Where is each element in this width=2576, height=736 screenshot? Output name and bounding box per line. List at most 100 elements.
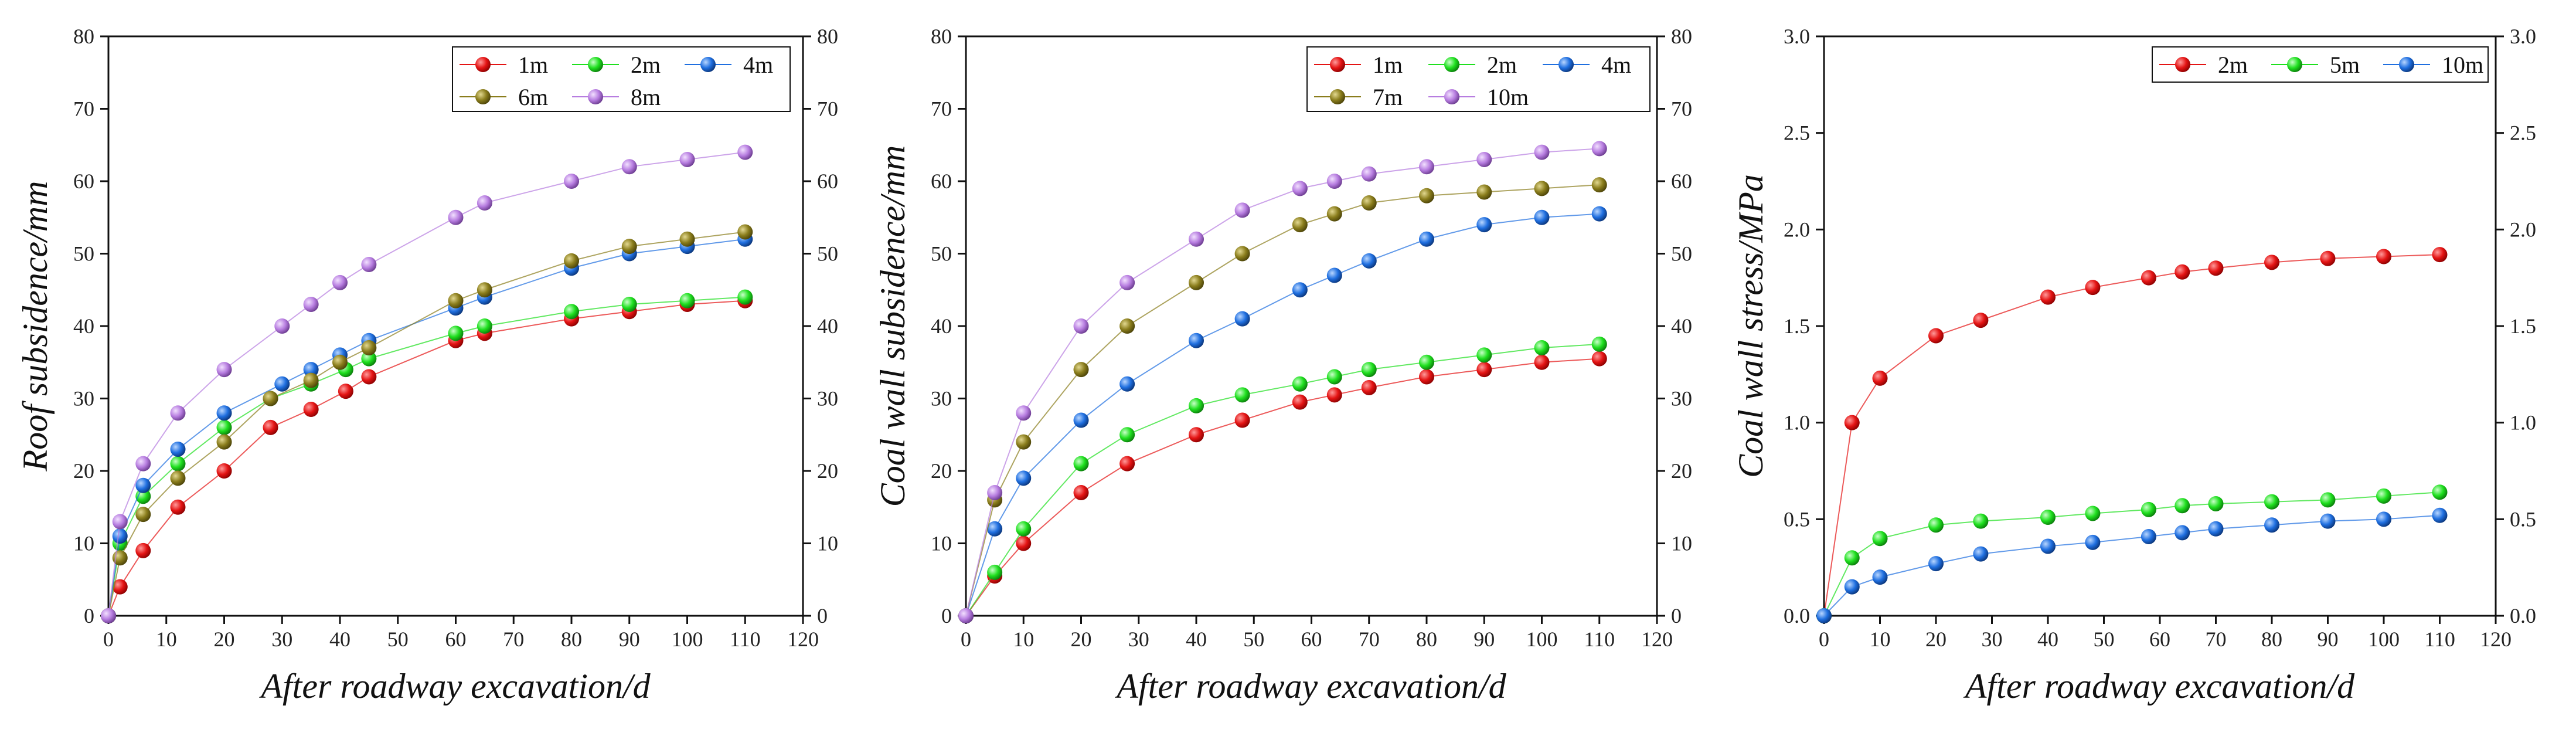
data-point [679,151,695,167]
data-point [135,477,151,493]
data-point [1476,347,1492,363]
data-point [477,195,492,211]
data-point [1119,318,1135,334]
x-tick-label: 20 [214,628,235,651]
data-point [1119,427,1135,443]
data-point [1016,470,1032,486]
data-point [1326,369,1342,385]
series-line [965,358,1600,616]
data-point [2264,494,2279,510]
x-tick-label: 80 [1416,628,1437,651]
x-tick-label: 80 [561,628,582,651]
y-tick-label: 80 [931,25,952,48]
data-point [2320,250,2336,266]
y-tick-label: 60 [931,169,952,193]
data-point [1234,311,1250,327]
data-point [1591,141,1607,157]
data-point [1591,336,1607,352]
data-point [216,463,232,479]
data-point [2085,534,2101,550]
x-axis-title: After roadway excavation/d [258,667,651,706]
data-point [1534,181,1550,196]
data-point [1016,535,1032,551]
data-point [1119,456,1135,472]
y-tick-label-right: 1.0 [2510,411,2536,435]
legend-marker [700,57,716,72]
data-point [216,362,232,378]
x-tick-label: 90 [619,628,640,651]
data-point [621,239,637,255]
data-point [135,507,151,523]
data-point [1361,362,1377,378]
legend-marker [1444,57,1459,72]
data-point [2320,492,2336,508]
data-point [1073,318,1089,334]
y-tick-label: 60 [73,169,94,193]
y-tick-label: 50 [73,242,94,266]
legend-marker [475,57,491,72]
legend-item: 2m [1428,52,1517,78]
legend: 1m 2m 4m 7m 10m [1306,46,1651,112]
legend-item: 4m [1543,52,1631,78]
plot-frame [1823,35,2497,617]
data-point [679,293,695,308]
legend-item: 1m [1314,52,1403,78]
y-tick-label-right: 3.0 [2510,25,2536,48]
data-point [303,402,319,418]
data-point [1973,313,1989,328]
data-point [1973,513,1989,529]
series-line [1823,491,2440,616]
x-axis-title: After roadway excavation/d [1114,667,1506,706]
data-point [332,354,348,370]
y-tick-label-right: 10 [1671,532,1692,555]
data-point [1928,517,1944,533]
data-point [1419,369,1434,385]
plot-frame [965,35,1658,617]
y-tick-label-right: 60 [1671,169,1692,193]
y-tick-label-right: 0.0 [2510,604,2536,628]
data-point [1326,174,1342,189]
data-point [564,174,579,189]
data-point [1476,362,1492,378]
data-point [2320,513,2336,529]
x-tick-label: 20 [1071,628,1092,651]
data-point [1189,231,1204,247]
y-tick-label-right: 70 [817,97,838,121]
legend-marker [2399,57,2414,72]
data-point [2208,521,2224,537]
data-point [564,304,579,320]
data-point [361,257,377,273]
legend-box [1306,46,1651,112]
data-point [2376,511,2391,527]
y-tick-label: 2.5 [1784,121,1810,145]
data-point [958,608,974,623]
legend-marker [2287,57,2302,72]
y-tick-label-right: 30 [1671,387,1692,411]
legend-label: 7m [1373,84,1403,110]
series-4m [958,206,1607,623]
data-point [1292,394,1308,410]
data-point [1534,209,1550,225]
data-point [2376,249,2391,264]
y-tick-label-right: 70 [1671,97,1692,121]
data-point [170,441,186,457]
data-point [448,293,464,308]
data-point [987,564,1003,580]
y-tick-label-right: 1.5 [2510,314,2536,338]
data-point [2141,528,2156,544]
x-tick-label: 30 [1982,628,2003,651]
data-point [1189,398,1204,413]
data-point [2432,247,2448,263]
data-point [1928,328,1944,344]
x-tick-label: 0 [1819,628,1829,651]
x-tick-label: 100 [1526,628,1558,651]
legend-item: 8m [572,84,661,110]
data-point [1534,340,1550,356]
data-point [303,372,319,388]
data-point [274,318,290,334]
data-point [1973,546,1989,562]
data-point [679,231,695,247]
legend-item: 7m [1314,84,1403,110]
data-point [170,405,186,421]
data-point [448,325,464,341]
